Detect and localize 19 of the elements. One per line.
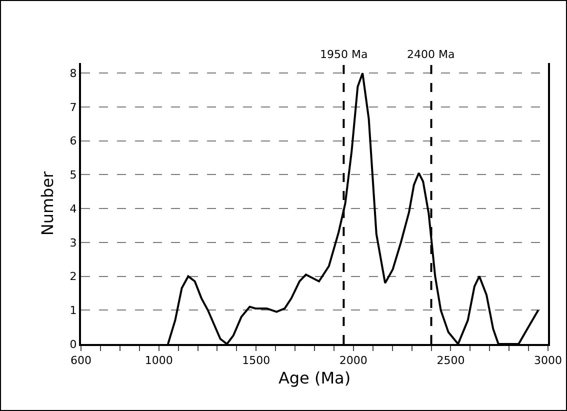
y-axis-title: Number xyxy=(38,170,58,236)
x-tick-label: 2500 xyxy=(436,354,465,368)
x-axis-title: Age (Ma) xyxy=(278,368,351,388)
y-tick-label: 5 xyxy=(70,168,77,182)
y-tick-label: 1 xyxy=(70,304,77,317)
x-tick-label: 2000 xyxy=(339,354,368,368)
ref-line-label: 2400 Ma xyxy=(407,48,455,61)
y-tick-label: 3 xyxy=(70,236,77,250)
y-tick-label: 8 xyxy=(70,67,77,80)
y-tick-label: 2 xyxy=(70,270,77,284)
x-tick-label: 1500 xyxy=(242,354,270,368)
x-tick-label: 600 xyxy=(70,354,92,368)
ref-line-label: 1950 Ma xyxy=(320,48,368,61)
y-tick-label: 6 xyxy=(70,134,77,148)
x-tick-label: 3000 xyxy=(534,354,562,368)
y-tick-label: 7 xyxy=(70,100,77,114)
y-tick-label: 0 xyxy=(70,338,77,351)
x-tick-label: 1000 xyxy=(144,354,173,368)
y-tick-label: 4 xyxy=(70,202,77,216)
